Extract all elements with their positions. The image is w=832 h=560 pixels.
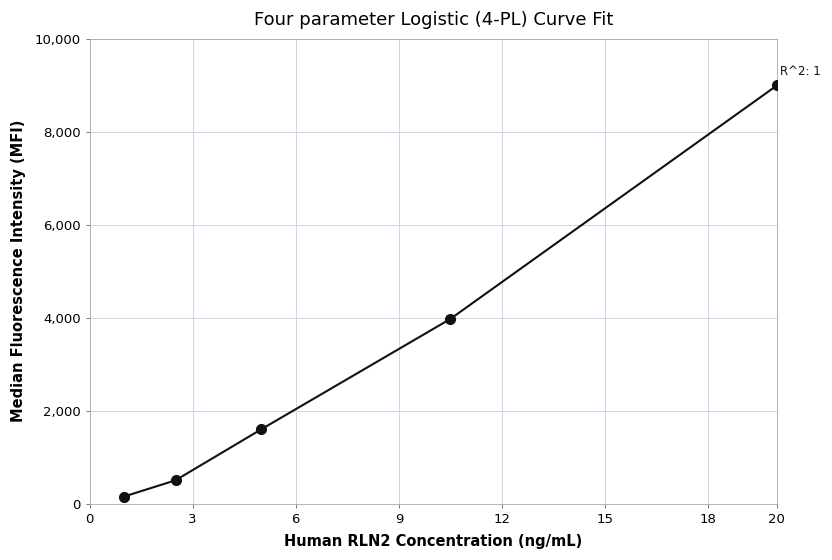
Title: Four parameter Logistic (4-PL) Curve Fit: Four parameter Logistic (4-PL) Curve Fit <box>254 11 613 29</box>
Y-axis label: Median Fluorescence Intensity (MFI): Median Fluorescence Intensity (MFI) <box>11 120 26 422</box>
Text: R^2: 1: R^2: 1 <box>780 66 821 78</box>
X-axis label: Human RLN2 Concentration (ng/mL): Human RLN2 Concentration (ng/mL) <box>285 534 582 549</box>
